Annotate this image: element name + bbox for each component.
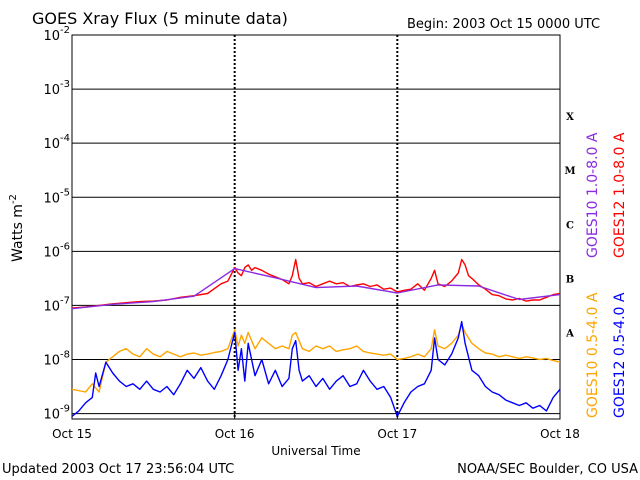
legend-goes10-long: GOES10 1.0-8.0 A [585, 132, 601, 258]
legend-goes10-short: GOES10 0.5-4.0 A [585, 292, 601, 418]
y-tick-label: 10-3 [43, 79, 70, 98]
x-axis-ticks [71, 413, 561, 419]
y-tick-exponent: -6 [60, 241, 70, 252]
flare-class-label: A [565, 328, 574, 339]
y-tick-label: 10-8 [43, 350, 70, 369]
credit: NOAA/SEC Boulder, CO USA [457, 462, 638, 477]
y-tick-base: 10 [43, 83, 60, 98]
x-axis-label: Universal Time [271, 444, 360, 458]
y-tick-label: 10-4 [43, 133, 70, 152]
x-tick-label: Oct 16 [215, 427, 255, 441]
begin-time: Begin: 2003 Oct 15 0000 UTC [407, 17, 600, 32]
y-tick-exponent: -8 [60, 350, 70, 361]
flare-class-label: M [564, 166, 575, 177]
flare-class-label: B [566, 274, 574, 285]
y-axis-tick-labels: 10-210-310-410-510-610-710-810-9 [43, 25, 70, 423]
y-tick-exponent: -4 [60, 133, 70, 144]
day-separators [233, 35, 399, 419]
y-tick-label: 10-5 [43, 187, 70, 206]
y-axis-label-text: Watts m [10, 204, 26, 262]
y-tick-base: 10 [43, 191, 60, 206]
y-tick-label: 10-6 [43, 241, 70, 260]
y-axis-label-exp: -2 [8, 194, 19, 204]
y-axis-label: Watts m-2 [8, 194, 26, 262]
gridlines [72, 88, 560, 415]
series-line [71, 258, 561, 309]
y-tick-exponent: -2 [60, 25, 70, 36]
plot-area [71, 34, 561, 420]
x-axis-tick-labels: Oct 15 Oct 16 Oct 17 Oct 18 [52, 427, 580, 441]
chart-title: GOES Xray Flux (5 minute data) [32, 9, 288, 28]
y-tick-exponent: -5 [60, 187, 70, 198]
y-tick-base: 10 [43, 137, 60, 152]
series-line [71, 323, 561, 393]
flare-class-label: X [566, 112, 574, 123]
updated-timestamp: Updated 2003 Oct 17 23:56:04 UTC [2, 462, 234, 477]
legend-goes12-long: GOES12 1.0-8.0 A [612, 132, 628, 258]
y-tick-exponent: -3 [60, 79, 70, 90]
y-tick-label: 10-2 [43, 25, 70, 44]
flare-class-labels: X M C B A [564, 112, 575, 339]
x-tick-label: Oct 18 [540, 427, 580, 441]
plot-frame [71, 34, 561, 420]
x-tick-label: Oct 15 [52, 427, 92, 441]
y-tick-base: 10 [43, 245, 60, 260]
series-line [71, 267, 561, 310]
y-tick-exponent: -7 [60, 295, 70, 306]
y-tick-exponent: -9 [60, 404, 70, 415]
y-tick-base: 10 [43, 354, 60, 369]
y-tick-base: 10 [43, 408, 60, 423]
y-tick-label: 10-9 [43, 404, 70, 423]
y-tick-label: 10-7 [43, 295, 70, 314]
flare-class-label: C [566, 220, 574, 231]
legend-goes12-short: GOES12 0.5-4.0 A [612, 292, 628, 418]
series-layer [71, 258, 561, 417]
x-tick-label: Oct 17 [377, 427, 417, 441]
y-tick-base: 10 [43, 299, 60, 314]
y-tick-base: 10 [43, 29, 60, 44]
series-line [71, 320, 561, 417]
